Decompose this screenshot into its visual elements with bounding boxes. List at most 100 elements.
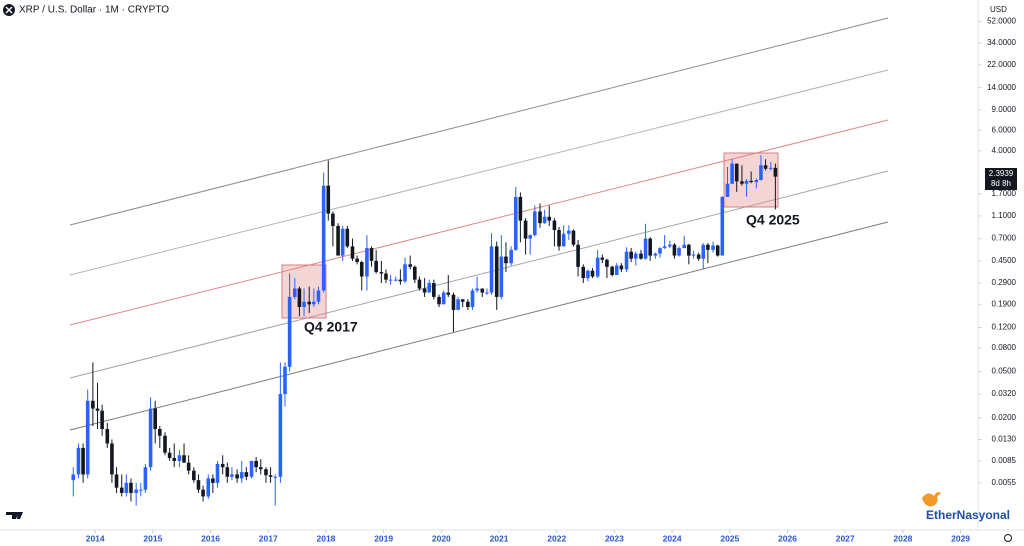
candle-body: [725, 183, 730, 197]
candle-body: [480, 288, 485, 293]
y-tick-label: 9.0000: [992, 105, 1017, 114]
candle-body: [662, 246, 667, 249]
candle-body: [85, 400, 90, 475]
candle-body: [388, 279, 393, 281]
candle-body: [509, 249, 513, 264]
candle-body: [523, 220, 528, 239]
candle-body: [230, 474, 234, 477]
candle-body: [466, 301, 470, 308]
candle-body: [499, 256, 504, 297]
candle-body: [302, 301, 306, 308]
x-tick-label: 2027: [836, 533, 855, 543]
candle-body: [211, 478, 215, 483]
candle-body: [711, 245, 715, 250]
channel: [69, 17, 889, 431]
candle-body: [196, 480, 201, 490]
candle-body: [740, 181, 744, 184]
channel-line: [69, 119, 889, 326]
y-tick-label: 34.0000: [987, 38, 1016, 47]
candle-body: [365, 248, 369, 277]
x-tick-label: 2020: [432, 533, 451, 543]
x-tick-label: 2028: [893, 533, 912, 543]
candle-body: [730, 163, 734, 184]
candle-body: [518, 196, 523, 221]
y-tick-label: 0.0800: [992, 343, 1017, 352]
candle-body: [172, 458, 177, 461]
x-tick-label: 2014: [86, 533, 105, 543]
settings-icon[interactable]: [1004, 534, 1012, 542]
candle-body: [734, 163, 739, 182]
candle-body: [124, 482, 129, 493]
candle-body: [244, 472, 249, 477]
candle-body: [408, 264, 412, 267]
x-tick-label: 2026: [778, 533, 797, 543]
y-tick-label: 1.7000: [992, 189, 1017, 198]
channel-line: [69, 221, 889, 431]
candle-body: [316, 290, 321, 302]
candle-body: [158, 429, 162, 436]
candle-body: [283, 366, 287, 395]
candle-body: [489, 246, 494, 293]
x-tick-label: 2024: [663, 533, 682, 543]
candle-body: [177, 455, 182, 461]
candle-body: [201, 489, 205, 497]
candle-body: [81, 447, 85, 475]
candle-body: [639, 253, 643, 259]
x-tick-label: 2023: [605, 533, 624, 543]
candle-body: [629, 251, 633, 259]
candle-body: [268, 475, 273, 477]
candle-body: [427, 283, 432, 293]
candle-body: [239, 472, 244, 479]
candle-body: [403, 264, 407, 282]
candle-body: [186, 462, 191, 471]
candle-body: [605, 259, 609, 267]
channel-line: [69, 69, 889, 276]
candle-body: [143, 467, 148, 490]
candle-body: [167, 452, 172, 459]
candle-body: [668, 244, 672, 247]
candle-body: [595, 257, 600, 277]
candle-body: [215, 463, 220, 483]
x-tick-label: 2016: [201, 533, 220, 543]
candle-body: [336, 225, 340, 256]
candle-body: [567, 230, 571, 234]
y-tick-label: 4.0000: [992, 146, 1017, 155]
last-price: 2.3939: [989, 169, 1014, 178]
candle-body: [331, 213, 335, 226]
candle-body: [321, 185, 326, 291]
channel-line: [69, 17, 889, 226]
candle-body: [441, 292, 446, 305]
x-tick-label: 2025: [720, 533, 739, 543]
candle-body: [110, 443, 114, 475]
y-tick-label: 0.1900: [992, 299, 1017, 308]
annotation: Q4 2025: [746, 212, 800, 228]
candle-body: [576, 244, 580, 267]
candle-body: [278, 394, 283, 477]
candle-body: [494, 246, 499, 297]
x-tick-label: 2019: [374, 533, 393, 543]
candle-body: [220, 463, 225, 468]
candle-body: [182, 455, 186, 463]
candle-body: [643, 238, 648, 259]
candle-body: [610, 266, 614, 275]
candle-body: [258, 467, 263, 470]
candle-body: [264, 469, 268, 476]
candle-body: [422, 288, 427, 293]
candle-body: [105, 429, 110, 444]
y-tick-label: 1.1000: [992, 211, 1017, 220]
candle-body: [744, 180, 749, 184]
y-tick-label: 14.0000: [987, 83, 1016, 92]
candle-body: [586, 270, 590, 279]
candle-body: [706, 244, 710, 250]
candle-body: [538, 211, 542, 224]
candle-body: [91, 400, 95, 409]
candle-body: [138, 489, 143, 491]
y-tick-label: 0.1200: [992, 323, 1017, 332]
watermark-logo: [922, 492, 941, 507]
candle-body: [754, 179, 759, 183]
candle-body: [307, 301, 312, 305]
candle-body: [437, 296, 441, 305]
candle-body: [691, 254, 696, 256]
x-tick-label: 2022: [547, 533, 566, 543]
